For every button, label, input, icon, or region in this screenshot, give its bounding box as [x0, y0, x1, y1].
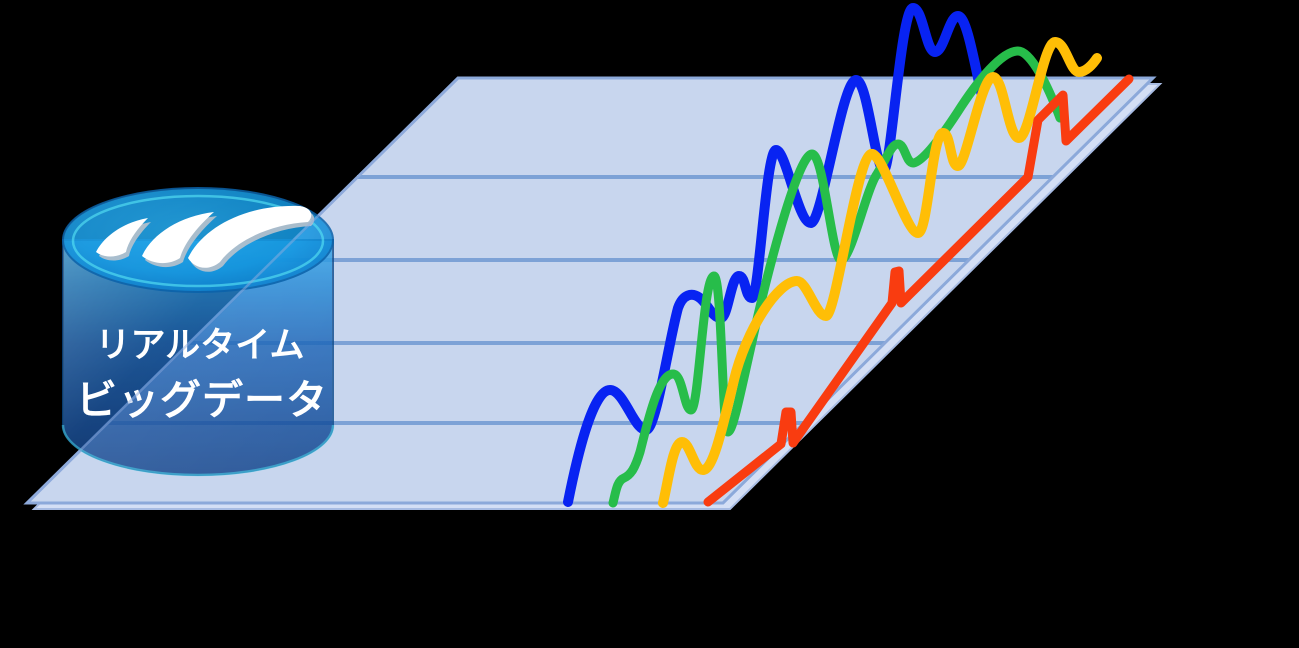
- cylinder-label-line2: ビッグデータ: [76, 376, 328, 424]
- cylinder-top-rim-ring: [71, 194, 325, 288]
- plane-left-edge-overlay: [26, 77, 459, 504]
- curve-green-wave: [608, 46, 1065, 508]
- wave-logo-icon: [96, 205, 315, 272]
- database-cylinder: リアルタイム ビッグデータ: [61, 187, 335, 477]
- curve-red-step: [703, 74, 1134, 507]
- data-curves: [563, 3, 1134, 508]
- curve-yellow-wave: [658, 37, 1102, 508]
